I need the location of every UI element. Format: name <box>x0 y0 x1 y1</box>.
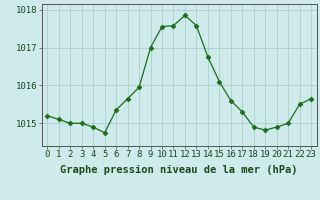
X-axis label: Graphe pression niveau de la mer (hPa): Graphe pression niveau de la mer (hPa) <box>60 165 298 175</box>
